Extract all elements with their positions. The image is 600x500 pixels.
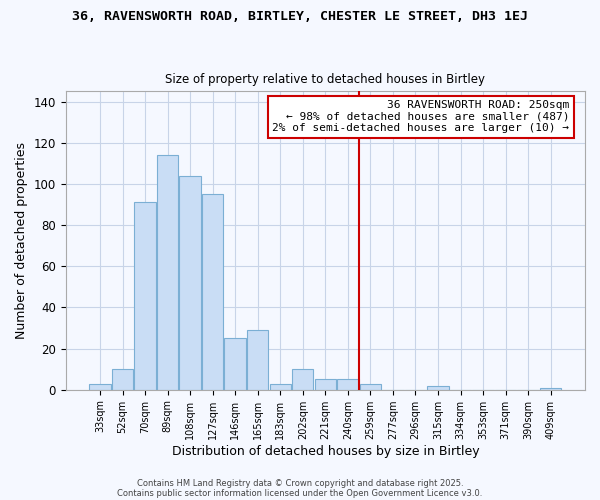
Text: Contains HM Land Registry data © Crown copyright and database right 2025.: Contains HM Land Registry data © Crown c… [137, 478, 463, 488]
Bar [202, 194, 223, 390]
Bar [269, 384, 291, 390]
Bar [292, 369, 313, 390]
Bar [179, 176, 201, 390]
Title: Size of property relative to detached houses in Birtley: Size of property relative to detached ho… [166, 73, 485, 86]
Bar [337, 380, 359, 390]
Text: Contains public sector information licensed under the Open Government Licence v3: Contains public sector information licen… [118, 488, 482, 498]
Text: 36, RAVENSWORTH ROAD, BIRTLEY, CHESTER LE STREET, DH3 1EJ: 36, RAVENSWORTH ROAD, BIRTLEY, CHESTER L… [72, 10, 528, 23]
Bar [157, 155, 178, 390]
Bar [427, 386, 449, 390]
Y-axis label: Number of detached properties: Number of detached properties [15, 142, 28, 339]
Bar [247, 330, 268, 390]
Bar [314, 380, 336, 390]
Bar [112, 369, 133, 390]
Bar [89, 384, 110, 390]
Bar [359, 384, 381, 390]
Bar [540, 388, 562, 390]
Text: 36 RAVENSWORTH ROAD: 250sqm
← 98% of detached houses are smaller (487)
2% of sem: 36 RAVENSWORTH ROAD: 250sqm ← 98% of det… [272, 100, 569, 134]
Bar [224, 338, 246, 390]
X-axis label: Distribution of detached houses by size in Birtley: Distribution of detached houses by size … [172, 444, 479, 458]
Bar [134, 202, 156, 390]
